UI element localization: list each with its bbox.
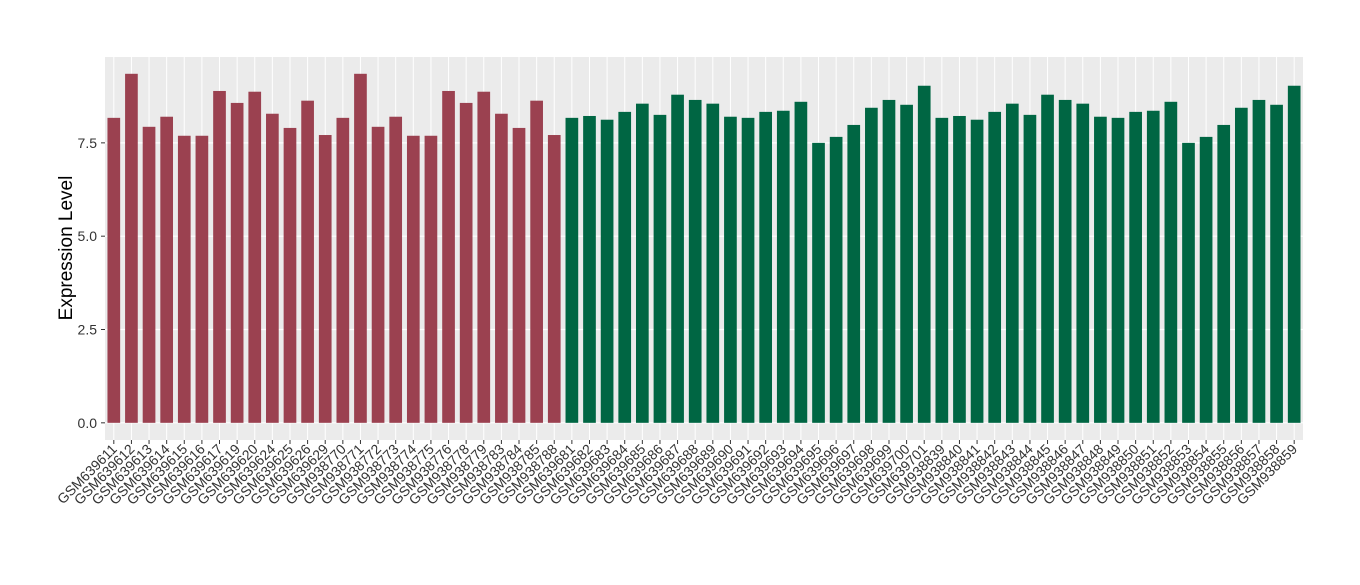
bar [459, 102, 473, 423]
bar [583, 115, 596, 423]
bar [865, 107, 878, 423]
bar [547, 135, 561, 423]
y-tick-label: 5.0 [78, 228, 98, 244]
bar [882, 99, 896, 423]
bar [970, 119, 984, 423]
bar [1111, 117, 1125, 423]
bar [1252, 99, 1266, 423]
bar [900, 104, 913, 423]
bar [248, 91, 262, 423]
bar [706, 103, 720, 423]
bar [794, 101, 808, 423]
bar [354, 73, 367, 423]
y-axis-title: Expression Level [56, 176, 77, 321]
bar [1287, 85, 1301, 423]
bar [1234, 107, 1248, 423]
bar [1199, 136, 1213, 423]
bar [424, 135, 438, 423]
bar [724, 116, 737, 423]
bar [653, 114, 667, 423]
bar [988, 111, 1002, 423]
bar [107, 117, 121, 423]
bar [230, 102, 244, 423]
bar [671, 94, 684, 423]
bar [530, 100, 543, 423]
bar [213, 90, 226, 423]
bar [847, 124, 861, 423]
bar [283, 127, 297, 423]
bar [406, 135, 420, 423]
bar [1270, 104, 1283, 423]
bar [829, 136, 843, 423]
bar [618, 111, 632, 423]
bar [1146, 110, 1160, 423]
bar [565, 117, 579, 423]
bar [1005, 103, 1019, 423]
bar [371, 126, 385, 423]
bar [776, 110, 790, 423]
bar [177, 135, 191, 423]
bar [1182, 142, 1195, 423]
bar [336, 117, 350, 423]
bar [142, 126, 156, 423]
y-tick-label: 0.0 [78, 415, 98, 431]
bar [1164, 101, 1178, 423]
bar [477, 91, 491, 423]
bar [1094, 116, 1107, 423]
bar [688, 99, 702, 423]
bar [195, 135, 209, 423]
y-tick-label: 2.5 [78, 322, 98, 338]
bar [1217, 124, 1231, 423]
bar [389, 116, 403, 423]
bar [318, 135, 332, 423]
bar [495, 113, 508, 423]
bar [1023, 114, 1037, 423]
bar [812, 142, 825, 423]
bar [160, 116, 174, 423]
bar [1076, 103, 1090, 423]
bar [266, 113, 279, 423]
bar [635, 103, 649, 423]
bar [1129, 111, 1142, 423]
y-tick-label: 7.5 [78, 135, 98, 151]
bar [600, 119, 614, 423]
bar [953, 115, 966, 423]
bar [512, 127, 526, 423]
bar [759, 111, 773, 423]
bar [442, 90, 455, 423]
bar [1041, 94, 1054, 423]
bar [301, 100, 314, 423]
bar [917, 85, 931, 423]
bar [125, 73, 138, 423]
bar [1058, 99, 1072, 423]
bar [741, 117, 755, 423]
bar [935, 117, 949, 423]
